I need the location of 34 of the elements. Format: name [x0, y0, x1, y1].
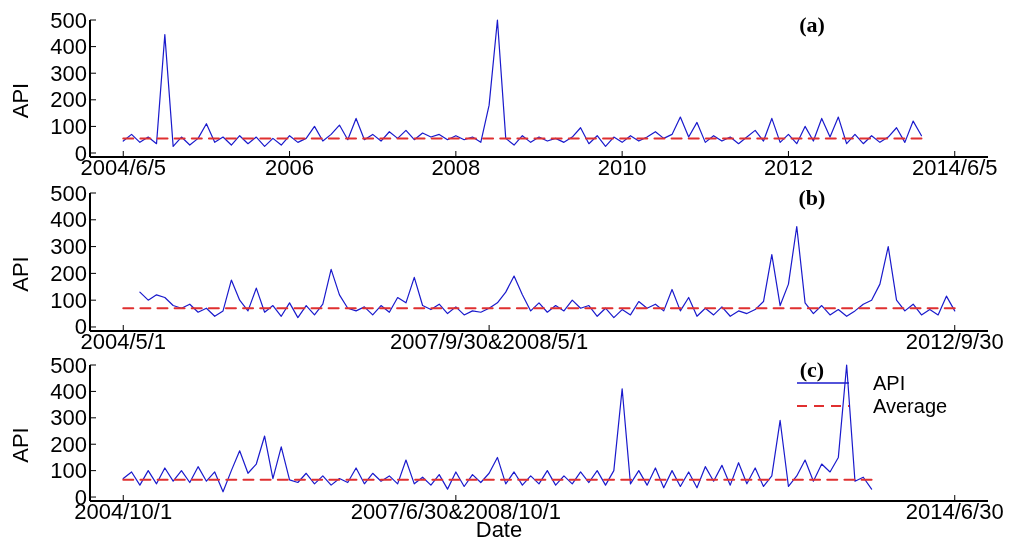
line-series	[122, 364, 873, 493]
chart-title: (c)	[799, 357, 825, 382]
x-tick-label: 2012/9/30	[905, 329, 1004, 354]
x-tick-label: 2014/6/5	[911, 155, 998, 180]
y-tick-label: 300	[50, 60, 87, 86]
legend-label: Average	[873, 395, 948, 417]
y-tick-label: 400	[50, 378, 87, 404]
y-tick-label: 100	[50, 287, 87, 313]
chart-title: (b)	[798, 185, 826, 210]
y-axis-title: API	[8, 427, 33, 463]
y-tick-label: 500	[50, 7, 87, 33]
x-tick-label: 2012	[763, 155, 813, 180]
y-tick-label: 400	[50, 34, 87, 60]
y-tick-label: 500	[50, 180, 87, 206]
y-tick-label: 300	[50, 234, 87, 260]
y-axis-title: API	[8, 256, 33, 292]
y-tick-label: 400	[50, 207, 87, 233]
y-axis-title: API	[8, 82, 33, 119]
y-tick-label: 200	[50, 260, 87, 286]
y-tick-label: 100	[50, 458, 87, 484]
legend-label: API	[873, 372, 906, 394]
line-series	[139, 225, 956, 319]
x-tick-label: 2008	[431, 155, 481, 180]
y-tick-label: 300	[50, 405, 87, 431]
x-tick-label: 2010	[597, 155, 647, 180]
line-series	[122, 19, 923, 147]
chart-title: (a)	[799, 12, 825, 37]
x-tick-label: 2014/6/30	[905, 499, 1004, 524]
y-tick-label: 500	[50, 352, 87, 378]
x-tick-label: 2007/9/30&2008/5/1	[390, 329, 589, 354]
y-tick-label: 200	[50, 431, 87, 457]
y-tick-label: 100	[50, 113, 87, 139]
x-tick-label: 2006	[265, 155, 315, 180]
y-tick-label: 200	[50, 87, 87, 113]
